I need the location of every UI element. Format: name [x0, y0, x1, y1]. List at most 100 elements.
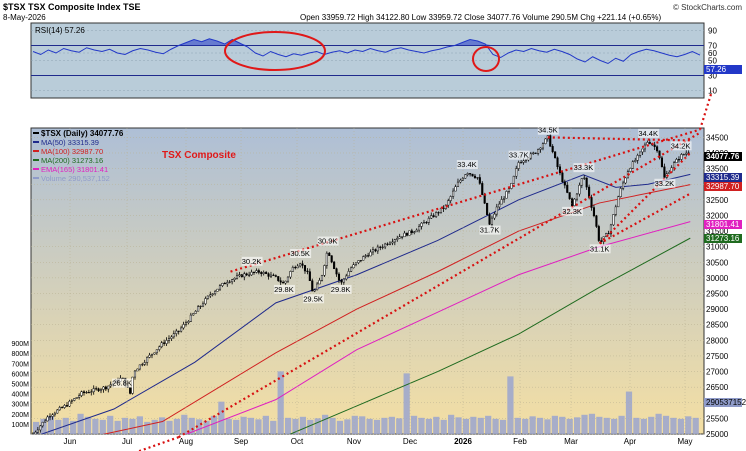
- volume-bar: [588, 413, 596, 434]
- price-candle: [136, 368, 139, 372]
- price-candle: [277, 276, 280, 281]
- volume-bar: [670, 417, 677, 434]
- price-axis-label: 28000: [706, 336, 729, 345]
- price-candle: [257, 270, 260, 273]
- price-candle: [568, 192, 571, 199]
- price-candle: [566, 184, 569, 193]
- volume-bar: [233, 419, 240, 434]
- volume-bar: [40, 418, 47, 434]
- price-candle: [634, 160, 637, 162]
- volume-bar: [507, 376, 514, 434]
- price-candle: [639, 151, 642, 156]
- price-candle: [311, 280, 314, 292]
- price-candle: [248, 274, 251, 276]
- price-candle: [422, 222, 426, 224]
- volume-bar: [462, 418, 470, 434]
- x-axis-label: Feb: [513, 437, 527, 446]
- price-candle: [658, 150, 661, 159]
- price-candle: [595, 215, 598, 227]
- price-candle: [551, 146, 554, 153]
- price-candle: [223, 282, 226, 285]
- price-candle: [286, 276, 290, 282]
- rsi-axis-label: 70: [708, 42, 717, 51]
- price-candle: [673, 162, 676, 168]
- price-candle: [180, 327, 183, 332]
- price-label: 26.8K: [112, 379, 132, 388]
- volume-bar: [648, 416, 655, 434]
- volume-bar: [611, 418, 618, 434]
- price-candle: [456, 181, 460, 187]
- price-label: 31.1K: [590, 244, 610, 253]
- price-candle: [68, 401, 71, 407]
- price-label-bg: [573, 163, 595, 173]
- price-candle: [150, 353, 154, 356]
- price-label-bg: [638, 128, 660, 138]
- price-tag-text: 31273.16: [706, 234, 740, 243]
- x-axis-label: Apr: [624, 437, 637, 446]
- price-axis-label: 26500: [706, 383, 729, 392]
- quote-line: Open 33959.72 High 34122.80 Low 33959.72…: [300, 13, 661, 22]
- x-axis-label: May: [677, 437, 692, 446]
- price-candle: [561, 172, 564, 183]
- rsi-highlight-oval-2: [472, 46, 500, 72]
- price-candle: [488, 214, 491, 225]
- price-axis-label: 29500: [706, 289, 729, 298]
- price-candle: [398, 236, 401, 239]
- volume-bar: [640, 418, 647, 434]
- price-candle: [549, 135, 552, 147]
- volume-bar: [536, 417, 544, 434]
- price-candle: [675, 159, 678, 163]
- price-candle: [272, 274, 275, 276]
- price-candle: [483, 194, 486, 204]
- x-axis-label: Sep: [234, 437, 249, 446]
- volume-bar: [218, 401, 225, 434]
- price-candle: [466, 173, 469, 176]
- rsi-value-tag-text: 57.26: [706, 65, 727, 74]
- volume-bar: [99, 419, 106, 434]
- price-tag-text: 32987.70: [706, 182, 740, 191]
- price-axis-label: 30500: [706, 258, 729, 267]
- price-candle: [500, 199, 503, 205]
- x-axis-label: 2026: [454, 437, 472, 446]
- price-candle: [534, 152, 537, 154]
- price-candle: [133, 370, 137, 378]
- price-candle: [609, 224, 613, 235]
- price-label: 34.5K: [538, 126, 558, 135]
- volume-bar: [633, 417, 640, 434]
- volume-bar: [366, 418, 373, 434]
- price-candle: [617, 196, 620, 208]
- price-candle: [284, 280, 287, 284]
- price-candle: [367, 255, 370, 257]
- price-candle: [320, 275, 324, 281]
- price-candle: [510, 183, 513, 189]
- volume-bar: [477, 417, 484, 434]
- price-candle: [505, 191, 508, 199]
- price-label: 33.4K: [457, 160, 477, 169]
- price-tag-text: 33315.39: [706, 173, 740, 182]
- volume-bar: [121, 417, 129, 434]
- price-candle: [476, 177, 479, 179]
- price-candle: [464, 174, 467, 179]
- price-candle: [328, 252, 331, 256]
- volume-bar: [388, 416, 395, 434]
- price-candle: [471, 173, 474, 177]
- price-candle: [337, 273, 341, 281]
- price-label-bg: [112, 378, 134, 388]
- trendline: [599, 192, 691, 245]
- price-candle: [143, 362, 146, 365]
- price-candle: [624, 177, 627, 184]
- price-candle: [279, 280, 282, 283]
- price-label-bg: [562, 206, 584, 216]
- volume-bar: [47, 415, 55, 434]
- volume-bar: [196, 419, 203, 434]
- volume-bar: [210, 415, 218, 434]
- price-label-bg: [479, 225, 501, 235]
- volume-bar: [262, 415, 269, 434]
- price-candle: [384, 243, 387, 248]
- price-candle: [214, 291, 217, 295]
- price-candle: [109, 384, 112, 387]
- volume-bar: [107, 415, 114, 434]
- volume-bar: [114, 420, 121, 434]
- price-candle: [578, 184, 581, 195]
- price-candle: [347, 271, 350, 277]
